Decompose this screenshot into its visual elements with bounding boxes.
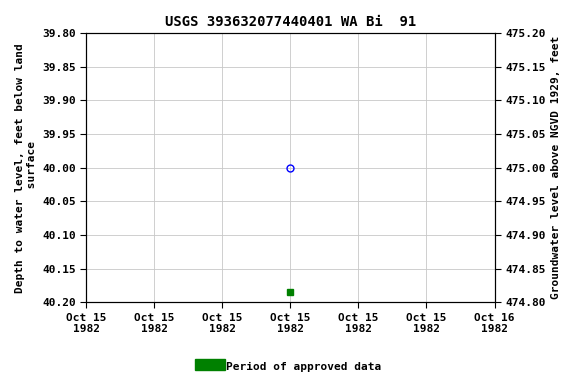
Y-axis label: Depth to water level, feet below land
 surface: Depth to water level, feet below land su… bbox=[15, 43, 37, 293]
Legend: Period of approved data: Period of approved data bbox=[191, 358, 385, 377]
Title: USGS 393632077440401 WA Bi  91: USGS 393632077440401 WA Bi 91 bbox=[165, 15, 416, 29]
Y-axis label: Groundwater level above NGVD 1929, feet: Groundwater level above NGVD 1929, feet bbox=[551, 36, 561, 299]
